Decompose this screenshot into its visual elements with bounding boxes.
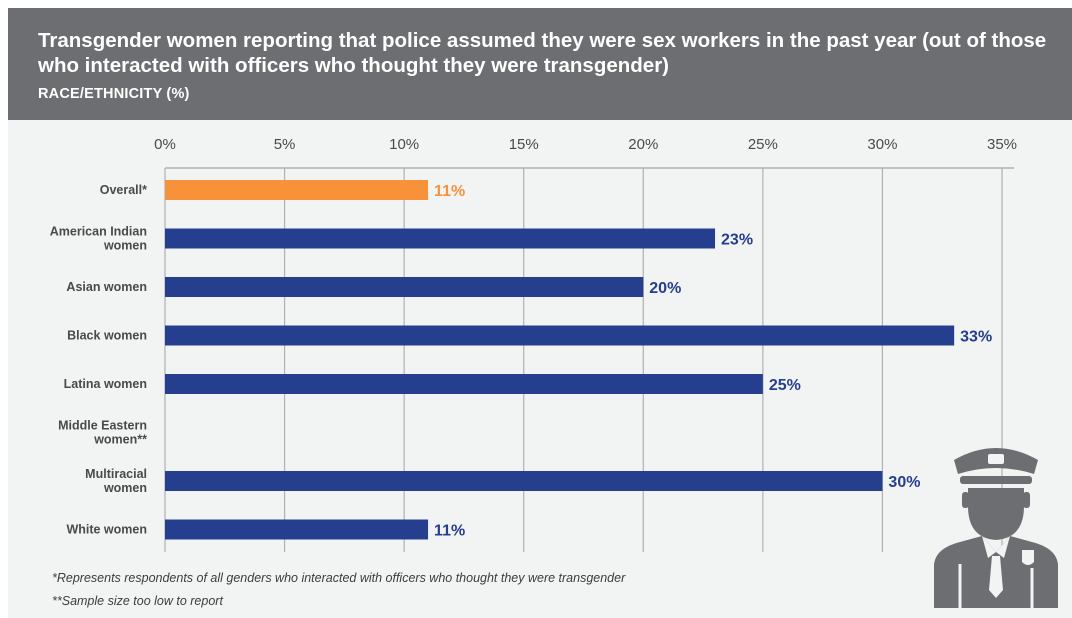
police-officer-icon bbox=[934, 448, 1058, 608]
data-label: 11% bbox=[434, 523, 465, 540]
bar bbox=[165, 325, 955, 346]
x-tick-label: 35% bbox=[987, 136, 1017, 153]
x-tick-label: 20% bbox=[628, 136, 658, 153]
data-label: 11% bbox=[434, 183, 465, 200]
data-label: 30% bbox=[888, 474, 920, 491]
data-label: 25% bbox=[769, 377, 801, 394]
category-label: White women bbox=[66, 523, 147, 537]
category-label: Middle Eastern women** bbox=[58, 419, 147, 447]
bar bbox=[165, 228, 716, 249]
category-label: Latina women bbox=[64, 377, 147, 391]
x-tick-label: 10% bbox=[389, 136, 419, 153]
footnote-all-genders: *Represents respondents of all genders w… bbox=[52, 571, 626, 585]
chart-header bbox=[8, 8, 1072, 120]
bar bbox=[165, 519, 429, 540]
category-label: Asian women bbox=[66, 280, 147, 294]
x-tick-label: 5% bbox=[274, 136, 296, 153]
chart-subtitle: RACE/ETHNICITY (%) bbox=[38, 86, 190, 102]
x-tick-label: 0% bbox=[154, 136, 176, 153]
x-tick-label: 30% bbox=[867, 136, 897, 153]
category-label: American Indian women bbox=[50, 225, 147, 253]
chart-title: Transgender women reporting that police … bbox=[38, 29, 1047, 77]
bar bbox=[165, 180, 429, 200]
bar bbox=[165, 471, 883, 491]
x-tick-label: 15% bbox=[509, 136, 539, 153]
category-label: Black women bbox=[67, 329, 147, 343]
category-label: Overall* bbox=[100, 183, 147, 197]
data-label: 20% bbox=[649, 280, 681, 297]
data-label: 33% bbox=[960, 329, 992, 346]
category-label: Multiracial women bbox=[85, 467, 147, 495]
data-label: 23% bbox=[721, 232, 753, 249]
x-tick-label: 25% bbox=[748, 136, 778, 153]
footnote-sample-size: **Sample size too low to report bbox=[52, 594, 223, 608]
bar bbox=[165, 277, 644, 297]
bar bbox=[165, 374, 763, 394]
